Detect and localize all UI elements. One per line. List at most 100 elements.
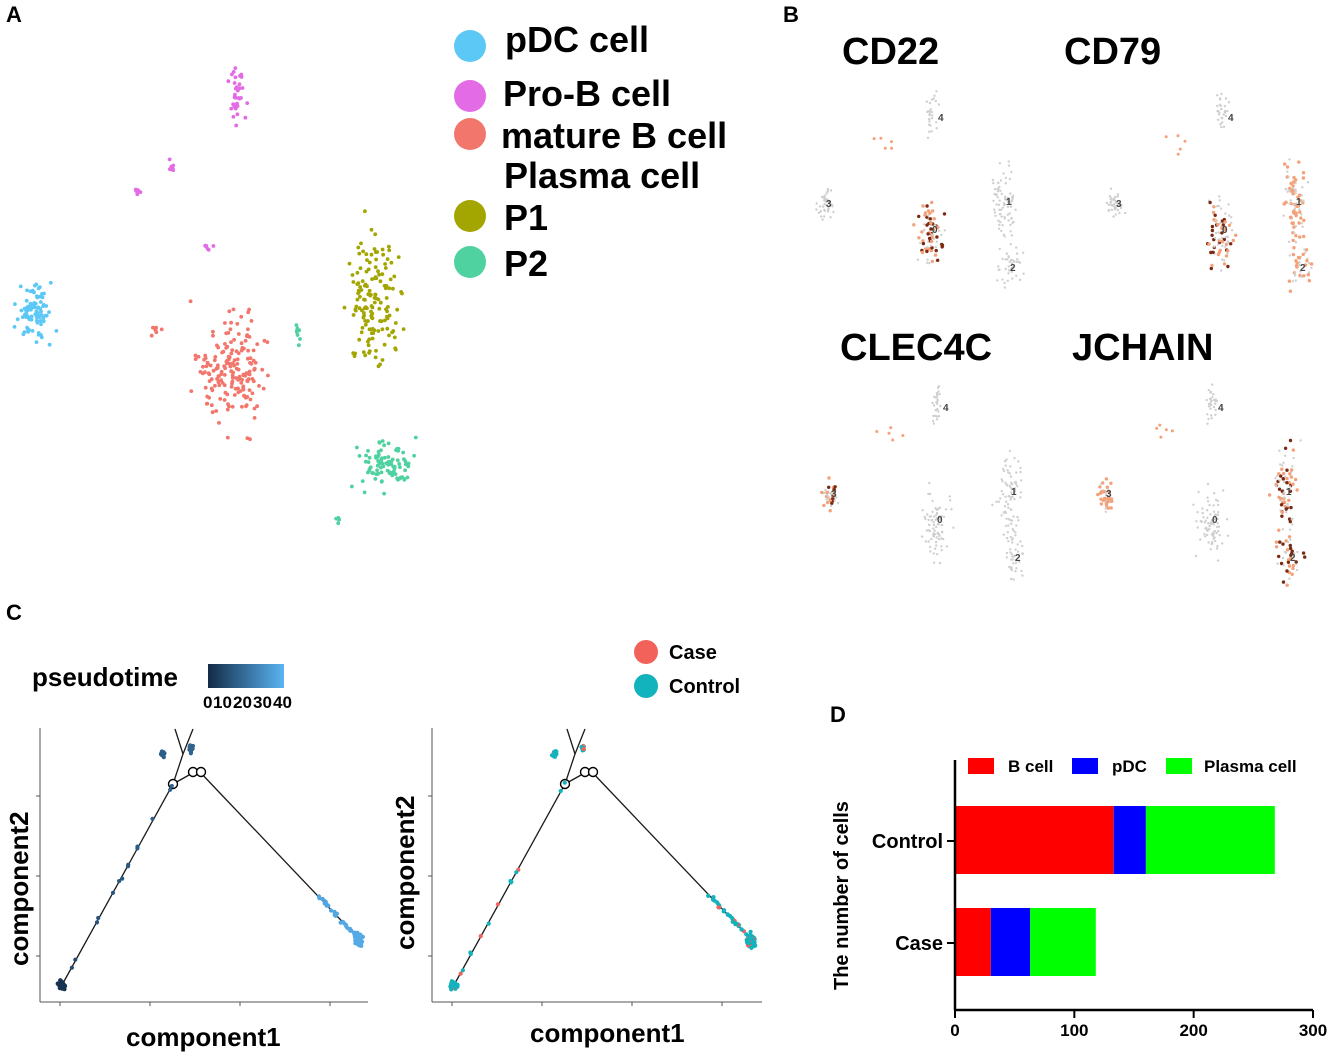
- feature-plot-cell-point: [935, 525, 938, 529]
- mature-b-cell-point: [216, 345, 221, 350]
- p2-point: [400, 475, 404, 479]
- feature-plot-cell-point: [934, 224, 937, 228]
- feature-plot-cell-point: [1176, 152, 1180, 156]
- trajectory-cell-point: [478, 934, 483, 939]
- trajectory-cell-point: [150, 816, 155, 821]
- p1-point: [367, 337, 372, 342]
- feature-plot-cell-point: [1012, 515, 1015, 518]
- feature-plot-cell-point: [1281, 528, 1285, 531]
- bar-legend: B cell pDC Plasma cell: [968, 757, 1297, 776]
- p2-point: [336, 521, 341, 526]
- p1-point: [387, 313, 392, 318]
- p2-point: [413, 435, 418, 440]
- feature-plot-cell-point: [1276, 474, 1279, 478]
- mature-b-cell-point: [193, 357, 198, 361]
- p1-point: [378, 300, 383, 305]
- feature-plot-cell-point: [937, 229, 941, 232]
- legend-label-plasma-cell: Plasma cell: [1204, 757, 1297, 776]
- feature-plot-cell-point: [996, 190, 1000, 193]
- feature-plot-cell-point: [1020, 569, 1023, 573]
- pdc-cell-point: [29, 307, 33, 312]
- p1-point: [388, 277, 393, 282]
- mature-b-cell-point: [229, 351, 234, 356]
- feature-plot-cell-point: [1288, 543, 1293, 548]
- mature-b-cell-point: [211, 368, 216, 373]
- feature-plot-cell-point: [948, 495, 951, 498]
- feature-plot-cell-point: [934, 99, 937, 103]
- feature-plot-cell-point: [1291, 563, 1296, 568]
- feature-plot-cell-point: [815, 202, 818, 205]
- feature-plot-cell-point: [1284, 200, 1288, 205]
- p2-point: [298, 337, 302, 341]
- mature-b-cell-point: [222, 373, 227, 377]
- feature-plot-cell-point: [1008, 472, 1011, 475]
- mature-b-cell-point: [225, 435, 230, 440]
- feature-plot-cell-point: [1292, 246, 1296, 250]
- trajectory-cell-point: [581, 746, 586, 752]
- p1-point: [387, 286, 392, 291]
- feature-plot-cell-point: [1212, 205, 1216, 209]
- feature-plot-cell-point: [919, 241, 922, 245]
- feature-plot-cell-point: [1212, 510, 1216, 513]
- trajectory-branch: [172, 769, 356, 936]
- p1-point: [353, 308, 358, 313]
- branch-node: [195, 766, 207, 778]
- p2-point: [334, 516, 339, 521]
- feature-plot-cell-point: [1202, 516, 1205, 519]
- feature-plot-cell-point: [1226, 252, 1229, 255]
- feature-plot-cell-point: [1301, 551, 1306, 555]
- feature-plot-cell-point: [1176, 134, 1180, 138]
- feature-plot-cell-point: [994, 214, 997, 217]
- feature-plot-cell-point: [995, 500, 998, 503]
- feature-plot-cell-point: [1217, 525, 1221, 528]
- feature-plot-cell-point: [1216, 109, 1219, 113]
- p1-point: [393, 347, 398, 352]
- feature-plot-cell-point: [1214, 219, 1218, 223]
- feature-plot-cell-point: [991, 178, 995, 182]
- feature-plot-cell-point: [930, 259, 935, 264]
- p1-point: [377, 272, 381, 277]
- feature-plot-cell-point: [933, 515, 936, 518]
- p2-point: [366, 460, 371, 464]
- feature-plot-cell-point: [1285, 548, 1290, 552]
- feature-plot-cell-point: [1009, 548, 1012, 551]
- mature-b-cell-point: [232, 337, 237, 342]
- feature-plot-cell-point: [936, 258, 940, 262]
- p1-point: [372, 247, 377, 251]
- feature-plot-cell-point: [1207, 522, 1210, 525]
- feature-plot-cell-point: [1011, 221, 1014, 224]
- feature-plot-cell-point: [1014, 531, 1017, 534]
- mature-b-cell-point: [240, 346, 245, 350]
- feature-plot-cell-point: [1013, 489, 1017, 493]
- feature-plot-cell-point: [1225, 235, 1228, 239]
- feature-plot-cell-point: [1006, 258, 1009, 261]
- p2-point: [402, 457, 406, 461]
- feature-plot-cell-point: [1000, 490, 1003, 493]
- feature-plot-cell-point: [1306, 181, 1310, 184]
- feature-plot-cell-point: [1294, 279, 1298, 282]
- feature-plot-cell-point: [1007, 524, 1010, 527]
- p1-point: [385, 326, 390, 331]
- pro-b-cell-point: [233, 75, 238, 80]
- legend-label-b-cell: B cell: [1008, 757, 1053, 776]
- feature-plot-cell-point: [928, 529, 932, 533]
- trajectory-branch: [174, 728, 184, 755]
- feature-plot-cell-point: [935, 402, 939, 405]
- feature-plot-cell-point: [1298, 208, 1301, 211]
- feature-plot-cell-point: [1099, 497, 1103, 501]
- feature-plot-cell-point: [935, 536, 938, 539]
- mature-b-cell-point: [252, 406, 257, 411]
- pro-b-cell-point: [232, 81, 237, 85]
- feature-plot-cell-point: [1010, 481, 1013, 484]
- feature-plot-cell-point: [1277, 472, 1281, 476]
- p1-point: [373, 232, 378, 237]
- p1-point: [363, 283, 367, 288]
- feature-plot-cell-point: [1301, 252, 1305, 257]
- pro-b-cell-point: [231, 114, 236, 119]
- feature-plot-cell-point: [1285, 569, 1289, 573]
- p1-point: [384, 307, 388, 312]
- feature-plot-cell-point: [1000, 514, 1003, 517]
- feature-plot-cell-point: [928, 120, 931, 123]
- feature-plot-cell-point: [1279, 503, 1284, 507]
- feature-plot-cell-point: [1220, 239, 1224, 244]
